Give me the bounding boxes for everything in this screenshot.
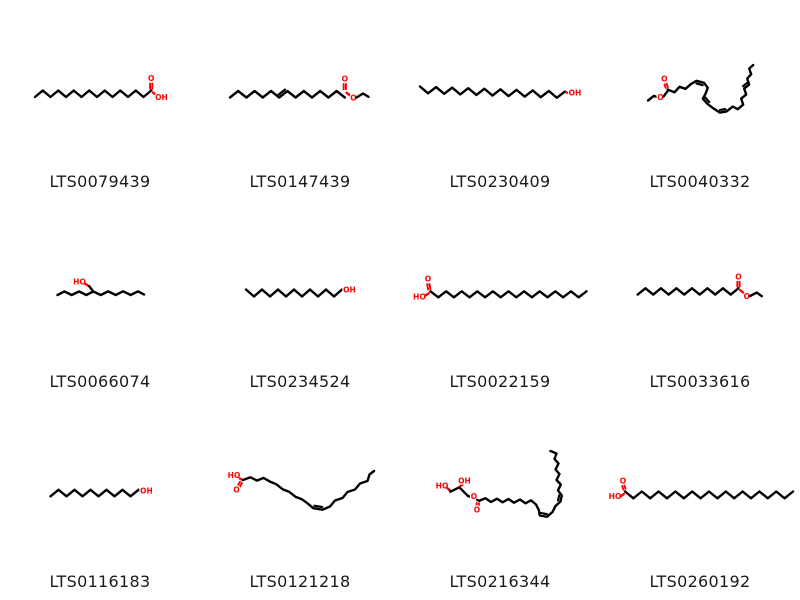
molecule-structure-drawing: O OH: [33, 73, 169, 103]
svg-text:O: O: [620, 476, 626, 485]
molecule-card: O O LTS0040332: [600, 0, 800, 200]
molecule-card: HO O LTS0022159: [400, 200, 600, 400]
svg-text:OH: OH: [458, 477, 471, 486]
svg-text:O: O: [233, 485, 239, 494]
svg-text:O: O: [471, 492, 477, 501]
svg-text:HO: HO: [413, 293, 426, 302]
svg-text:O: O: [657, 93, 663, 102]
molecule-card: HO O LTS0121218: [200, 400, 400, 600]
svg-text:OH: OH: [140, 487, 153, 496]
molecule-card: OH LTS0116183: [0, 400, 200, 600]
svg-text:O: O: [425, 275, 431, 284]
molecule-id-label: LTS0033616: [649, 372, 751, 391]
svg-text:O: O: [148, 74, 154, 83]
svg-text:HO: HO: [73, 278, 86, 287]
molecule-id-label: LTS0040332: [649, 172, 751, 191]
molecule-card: HO O LTS0260192: [600, 400, 800, 600]
molecule-id-label: LTS0121218: [249, 572, 351, 591]
molecule-structure-drawing: OH: [418, 85, 583, 99]
molecule-id-label: LTS0066074: [49, 372, 151, 391]
molecule-structure-drawing: HO: [56, 276, 146, 297]
svg-text:O: O: [735, 272, 741, 281]
molecule-card: HO LTS0066074: [0, 200, 200, 400]
svg-text:O: O: [661, 74, 667, 83]
molecule-id-label: LTS0216344: [449, 572, 551, 591]
molecule-structure-drawing: OO: [646, 63, 755, 114]
svg-text:O: O: [744, 292, 750, 301]
molecule-id-label: LTS0079439: [49, 172, 151, 191]
svg-text:HO: HO: [228, 471, 241, 480]
molecule-structure-drawing: OH: [49, 485, 154, 498]
molecule-id-label: LTS0260192: [649, 572, 751, 591]
molecule-structure-drawing: OO: [636, 271, 764, 302]
molecule-structure-drawing: OH: [244, 284, 357, 298]
molecule-card: HO OH O O LTS0216344: [400, 400, 600, 600]
svg-text:HO: HO: [609, 492, 622, 501]
molecule-card: O O LTS0033616: [600, 200, 800, 400]
molecule-id-label: LTS0234524: [249, 372, 351, 391]
molecule-id-label: LTS0022159: [449, 372, 551, 391]
svg-text:HO: HO: [436, 482, 449, 491]
molecule-id-label: LTS0230409: [449, 172, 551, 191]
molecule-id-label: LTS0116183: [49, 572, 151, 591]
molecule-structure-drawing: OO: [228, 73, 370, 104]
svg-text:O: O: [350, 94, 356, 103]
molecule-structure-drawing: HO O: [607, 475, 795, 502]
molecule-card: OH LTS0230409: [400, 0, 600, 200]
molecule-card: OH LTS0234524: [200, 200, 400, 400]
svg-text:OH: OH: [569, 89, 582, 98]
molecule-structure-drawing: HO O: [412, 273, 588, 303]
svg-text:OH: OH: [343, 286, 356, 295]
molecule-card: O O LTS0147439: [200, 0, 400, 200]
molecule-structure-drawing: HO O: [226, 469, 376, 511]
svg-text:OH: OH: [155, 93, 168, 102]
molecule-id-label: LTS0147439: [249, 172, 351, 191]
svg-text:O: O: [342, 75, 348, 84]
svg-text:O: O: [474, 506, 480, 515]
molecule-card: O OH LTS0079439: [0, 0, 200, 200]
